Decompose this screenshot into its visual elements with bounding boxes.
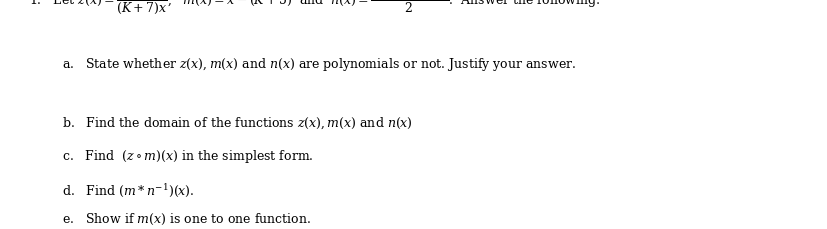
Text: c.   Find  $(z\circ m)(x)$ in the simplest form.: c. Find $(z\circ m)(x)$ in the simplest … [62, 148, 313, 165]
Text: e.   Show if $m(x)$ is one to one function.: e. Show if $m(x)$ is one to one function… [62, 212, 311, 227]
Text: b.   Find the domain of the functions $z(x), m(x)$ and $n(x)$: b. Find the domain of the functions $z(x… [62, 115, 413, 131]
Text: 1.   Let $z(x) = \dfrac{3x-1}{(K+7)x}$,   $m(x) = x - (K+5)$  and  $n(x) = \dfra: 1. Let $z(x) = \dfrac{3x-1}{(K+7)x}$, $m… [29, 0, 600, 16]
Text: a.   State whether $z(x), m(x)$ and $n(x)$ are polynomials or not. Justify your : a. State whether $z(x), m(x)$ and $n(x)$… [62, 56, 576, 73]
Text: d.   Find $(m * n^{-1})(x)$.: d. Find $(m * n^{-1})(x)$. [62, 182, 194, 199]
